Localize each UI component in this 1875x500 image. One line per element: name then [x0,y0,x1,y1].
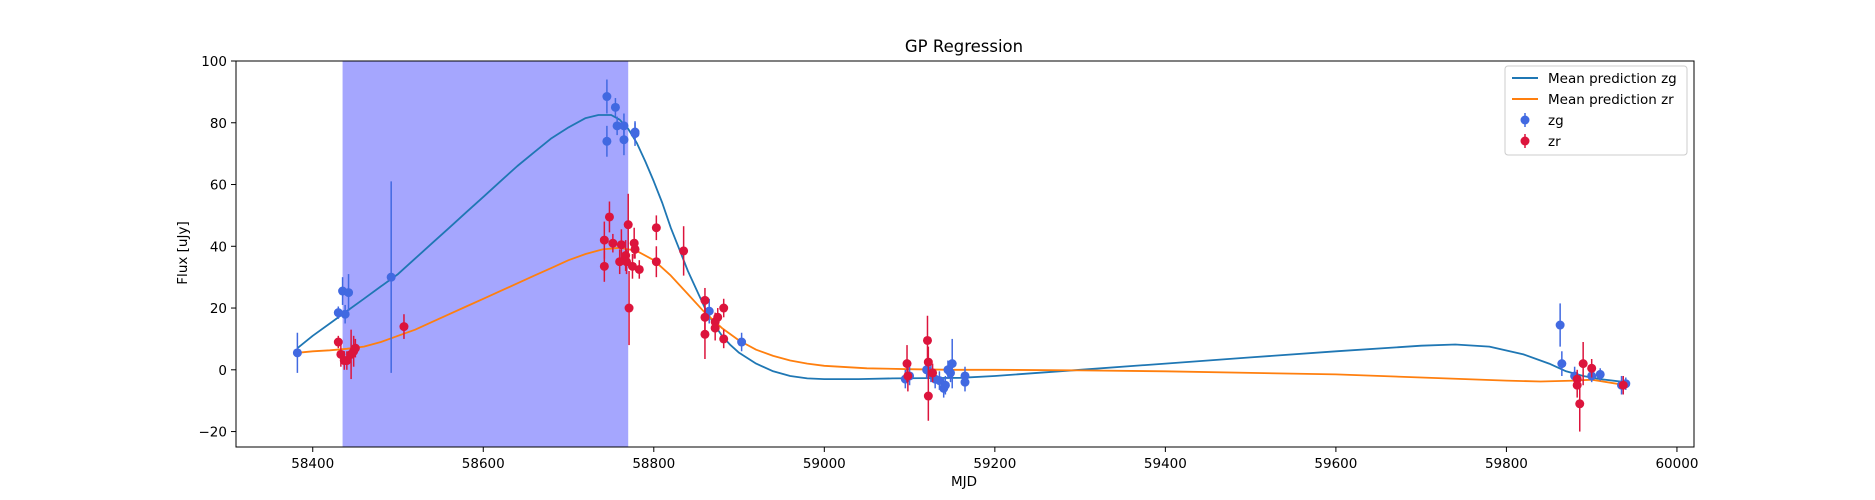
zr-point [928,368,938,378]
shaded-region [342,61,629,447]
y-axis-ticks: −20 0 20 40 60 80 100 [199,54,236,441]
zr-point [616,240,626,250]
legend-label-zr-line: Mean prediction zr [1548,92,1674,108]
zg-point [386,272,396,282]
x-tick-label: 59800 [1485,456,1528,472]
zg-point [630,129,640,139]
zr-point [608,238,618,248]
y-tick-label: 0 [218,363,227,379]
x-tick-label: 59000 [803,456,846,472]
zr-point [679,246,689,256]
zr-point [903,371,913,381]
zg-point [947,359,957,369]
zg-point [1557,359,1567,369]
zr-point [651,257,661,267]
y-tick-label: 100 [201,54,227,70]
zr-point [624,303,634,313]
zr-point [630,244,640,254]
zr-point [599,261,609,271]
zg-point [737,337,747,347]
x-tick-label: 58400 [291,456,334,472]
chart-title: GP Regression [905,37,1023,56]
zg-point [940,380,950,390]
y-axis-label: Flux [uJy] [175,221,191,284]
zr-point [1618,380,1628,390]
legend-swatch-zr-marker [1520,136,1530,146]
prediction-lines [296,114,1626,387]
legend: Mean prediction zg Mean prediction zr zg… [1504,65,1688,156]
x-tick-label: 59600 [1314,456,1357,472]
x-axis-label: MJD [951,474,977,490]
zr-point [604,212,614,222]
zr-point [651,223,661,233]
zg-point [610,102,620,112]
zr-point [627,261,637,271]
zr-point [623,220,633,230]
y-tick-label: 40 [210,239,227,255]
zg-point [946,368,956,378]
y-tick-label: −20 [199,425,228,441]
data-points [292,79,1631,432]
zg-point [612,121,622,131]
plot-frame [235,60,1695,448]
zg-point [1555,320,1565,330]
zg-point [602,92,612,102]
y-tick-label: 20 [210,301,227,317]
zg-point [619,135,629,145]
zr-point [350,343,360,353]
legend-label-zg-points: zg [1548,113,1564,129]
line-mean-prediction-zr [297,246,1626,387]
plot-area [292,61,1631,447]
zr-point [923,391,933,401]
x-tick-label: 58800 [632,456,675,472]
zr-point [719,334,729,344]
zg-point [333,308,343,318]
zr-point [713,312,723,322]
zr-point [922,335,932,345]
zg-point [1595,369,1605,379]
y-tick-label: 60 [210,178,227,194]
zr-point [923,357,933,367]
zr-point [1587,363,1597,373]
zr-point [1575,399,1585,409]
zg-point [602,136,612,146]
zr-point [719,303,729,313]
zg-point [960,377,970,387]
zg-point [292,348,302,358]
zr-point [634,264,644,274]
zg-point [340,309,350,319]
zr-point [700,329,710,339]
x-tick-label: 58600 [462,456,505,472]
zr-point [1578,359,1588,369]
line-mean-prediction-zg [296,114,1626,384]
zg-point [344,288,354,298]
zr-point [599,235,609,245]
y-tick-label: 80 [210,116,227,132]
x-tick-label: 60000 [1655,456,1698,472]
legend-swatch-zg-marker [1520,115,1530,125]
legend-label-zg-line: Mean prediction zg [1548,71,1677,87]
x-tick-label: 59400 [1144,456,1187,472]
legend-label-zr-points: zr [1548,134,1561,150]
zr-point [399,322,409,332]
zr-point [902,359,912,369]
x-axis-ticks: 58400 58600 58800 59000 59200 59400 59600 59800… [291,447,1698,472]
x-tick-label: 59200 [973,456,1016,472]
legend-box [1504,65,1688,156]
